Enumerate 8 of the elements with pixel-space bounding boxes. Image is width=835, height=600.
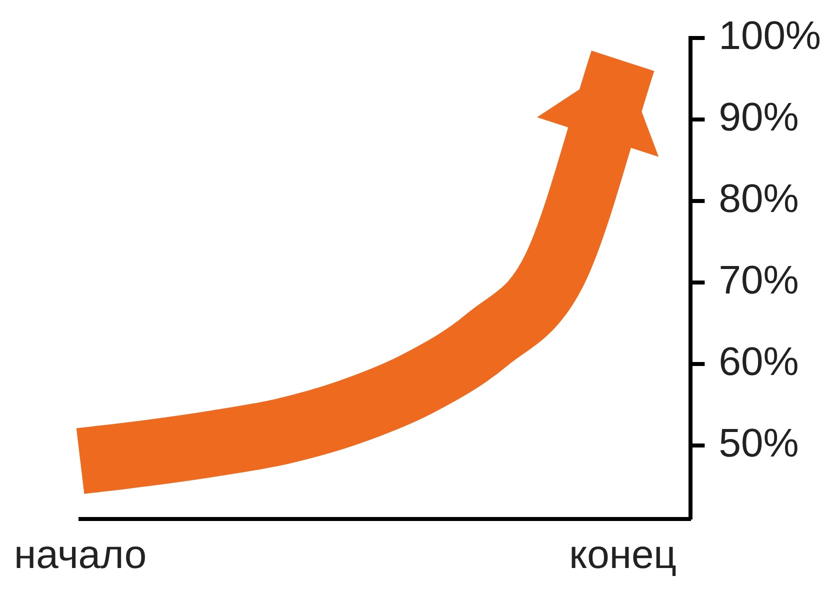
y-tick-label: 100% — [718, 14, 822, 58]
y-tick-label: 90% — [718, 96, 799, 140]
y-tick-label: 70% — [718, 258, 799, 303]
y-tick-label: 50% — [718, 422, 799, 466]
y-tick-label: 80% — [718, 177, 799, 222]
x-tick-label: начало — [14, 533, 147, 578]
y-tick-label: 60% — [718, 340, 799, 384]
x-tick-label: конец — [569, 533, 677, 578]
